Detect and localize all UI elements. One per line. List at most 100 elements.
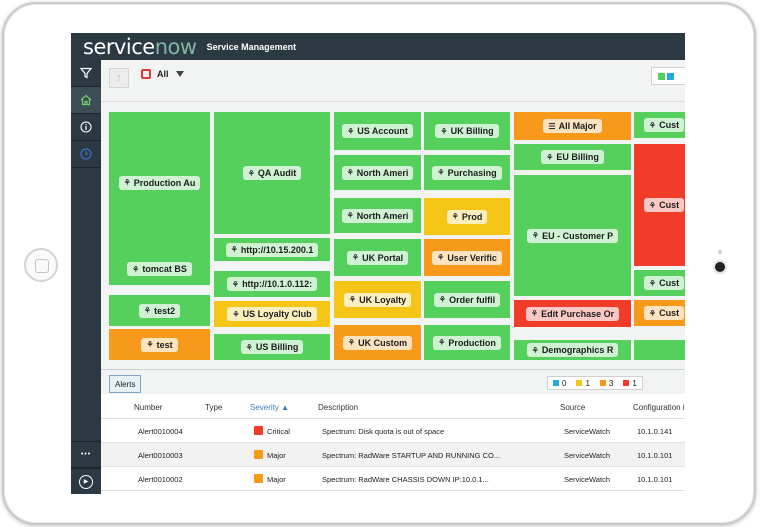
cell-number-text: Alert0010003 xyxy=(138,451,183,460)
treemap-tile[interactable]: ⚘ UK Loyalty xyxy=(334,281,421,318)
treemap-tile[interactable]: ⚘ QA Audit xyxy=(214,112,330,234)
treemap-tile[interactable]: ⚘ Prod xyxy=(424,198,510,235)
treemap-tile-text: tomcat BS xyxy=(142,264,187,274)
cell-severity-text: Major xyxy=(267,475,286,484)
column-configuration[interactable]: Configuration i xyxy=(633,403,685,412)
calendar-icon xyxy=(141,69,151,79)
sidebar-history-button[interactable] xyxy=(71,141,101,168)
cell-source: ServiceWatch xyxy=(564,427,610,436)
treemap-tile[interactable]: ⚘ http://10.15.200.1 xyxy=(214,238,330,261)
treemap-tile-text: QA Audit xyxy=(257,168,297,178)
legend-toggle[interactable] xyxy=(651,67,685,85)
cell-description-text: Spectrum: RadWare STARTUP AND RUNNING CO… xyxy=(322,451,501,460)
treemap-tile-text: Cust xyxy=(659,308,680,318)
cell-description-text: Spectrum: Disk quota is out of space xyxy=(322,427,445,436)
legend-blue-swatch xyxy=(667,72,674,80)
count-major[interactable]: 3 xyxy=(595,379,618,388)
treemap-tile[interactable]: ⚘ Cust xyxy=(634,112,685,138)
cell-configuration: 10.1.0.101 xyxy=(637,451,672,460)
table-row[interactable]: Alert0010004 Critical Spectrum: Disk quota… xyxy=(101,419,685,443)
sidebar-home-button[interactable] xyxy=(71,87,101,114)
sidebar-more-button[interactable]: ••• xyxy=(71,441,101,468)
treemap-tile-text: Prod xyxy=(461,211,483,222)
treemap-tile-text: UK Custom xyxy=(358,337,408,348)
table-row[interactable]: Alert0010003 Major Spectrum: RadWare START… xyxy=(101,443,685,467)
treemap-tile-label: ⚘ Cust xyxy=(643,306,685,320)
treemap-tile[interactable]: ⚘ US Billing xyxy=(214,334,330,360)
treemap-tile[interactable]: ⚘ Cust xyxy=(634,144,685,266)
treemap-tile-text: User Verific xyxy=(447,252,497,263)
treemap-tile[interactable]: ⚘ Cust xyxy=(634,270,685,296)
alerts-tab[interactable]: Alerts xyxy=(109,375,142,393)
sidebar-filter-button[interactable] xyxy=(71,60,101,87)
treemap-tile[interactable]: ⚘ US Loyalty Club xyxy=(214,301,330,327)
treemap-tile-label: ⚘ Production xyxy=(433,335,501,350)
treemap-tile[interactable]: ⚘ test xyxy=(109,329,210,360)
treemap-tile[interactable]: ⚘ UK Custom xyxy=(334,325,421,360)
treemap-tile[interactable]: ⚘ Cust xyxy=(634,300,685,326)
sidebar-play-button[interactable]: ▶ xyxy=(71,468,101,494)
cell-description-text: Spectrum: RadWare CHASSIS DOWN IP:10.0.1… xyxy=(322,475,489,484)
treemap-tile[interactable]: ⚘ Production Au xyxy=(109,112,210,253)
treemap-tile-text: All Major xyxy=(558,121,597,131)
list-icon: ☰ xyxy=(548,121,556,131)
treemap-tile[interactable]: ⚘ Demographics R xyxy=(514,340,631,360)
cell-severity: Major xyxy=(267,475,286,484)
cell-severity-text: Critical xyxy=(267,427,290,436)
alerts-table: Number Type Severity ▲ Description Sourc… xyxy=(101,394,685,494)
treemap-tile[interactable]: ⚘ UK Billing xyxy=(424,112,510,150)
column-type[interactable]: Type xyxy=(205,403,223,412)
treemap-tile[interactable]: ⚘ Production xyxy=(424,325,510,360)
tablet-sensor xyxy=(718,250,722,254)
treemap-tile[interactable]: ⚘ US Account xyxy=(334,112,421,150)
sidebar-info-button[interactable] xyxy=(71,114,101,141)
treemap-tile-text: Purchasing xyxy=(447,167,497,178)
treemap-tile[interactable]: ⚘ tomcat BS xyxy=(109,253,210,285)
treemap-tile[interactable]: ⚘ test2 xyxy=(109,295,210,326)
severity-swatch xyxy=(254,474,263,483)
count-minor[interactable]: 1 xyxy=(571,379,594,388)
treemap-tile[interactable]: ⚘ http://10.1.0.112: xyxy=(214,271,330,297)
cell-source: ServiceWatch xyxy=(564,475,610,484)
treemap-tile-text: Cust xyxy=(659,200,680,210)
info-icon xyxy=(80,121,92,133)
back-button[interactable]: ↑ xyxy=(109,68,129,88)
treemap-tile[interactable]: ⚘ EU - Customer P xyxy=(514,175,631,296)
app-title: Service Management xyxy=(206,41,297,52)
treemap-tile-text: EU Billing xyxy=(556,152,599,162)
column-number[interactable]: Number xyxy=(134,403,163,412)
treemap-tile[interactable]: ⚘ User Verific xyxy=(424,239,510,276)
count-critical[interactable]: 1 xyxy=(618,379,641,388)
treemap-tile[interactable]: ⚘ UK Portal xyxy=(334,239,421,276)
treemap-tile[interactable]: ⚘ Order fulfil xyxy=(424,281,510,318)
treemap-tile-label: ⚘ Demographics R xyxy=(526,343,619,357)
table-row[interactable]: Alert0010002 Major Spectrum: RadWare CHASS… xyxy=(101,467,685,491)
treemap-tile[interactable]: ⚘ Purchasing xyxy=(424,155,510,190)
servicenow-logo: servicenow xyxy=(83,35,197,59)
treemap-tile-label: ⚘ User Verific xyxy=(432,250,502,265)
treemap-tile-text: North Ameri xyxy=(356,210,409,221)
filter-selector[interactable]: All xyxy=(141,69,184,79)
count-minor-value: 1 xyxy=(585,378,590,388)
treemap-tile-text: US Loyalty Club xyxy=(242,309,312,319)
sort-ascending-icon: ▲ xyxy=(281,403,290,412)
treemap-tile-text: test2 xyxy=(154,305,176,316)
treemap-tile-text: Production Au xyxy=(133,177,196,188)
treemap-tile[interactable]: ⚘ EU Billing xyxy=(514,144,631,170)
column-description[interactable]: Description xyxy=(318,403,359,412)
hierarchy-icon: ⚘ xyxy=(648,120,657,130)
column-source[interactable]: Source xyxy=(560,403,586,412)
count-info[interactable]: 0 xyxy=(548,379,571,388)
hierarchy-icon: ⚘ xyxy=(438,295,447,304)
column-severity[interactable]: Severity ▲ xyxy=(250,403,289,412)
treemap-tile[interactable]: ⚘ North Ameri xyxy=(334,155,421,190)
treemap-tile[interactable]: ☰ All Major xyxy=(514,112,631,140)
app-screen: servicenow Service Management ••• ▶ ↑ xyxy=(71,33,685,494)
table-header: Number Type Severity ▲ Description Sourc… xyxy=(101,394,685,419)
treemap-tile-label: ⚘ QA Audit xyxy=(242,166,302,180)
treemap-tile-label: ⚘ Production Au xyxy=(118,175,201,190)
treemap-tile[interactable] xyxy=(634,340,685,360)
treemap-tile[interactable]: ⚘ North Ameri xyxy=(334,198,421,233)
cell-number-text: Alert0010002 xyxy=(138,475,183,484)
treemap-tile[interactable]: ⚘ Edit Purchase Or xyxy=(514,300,631,327)
